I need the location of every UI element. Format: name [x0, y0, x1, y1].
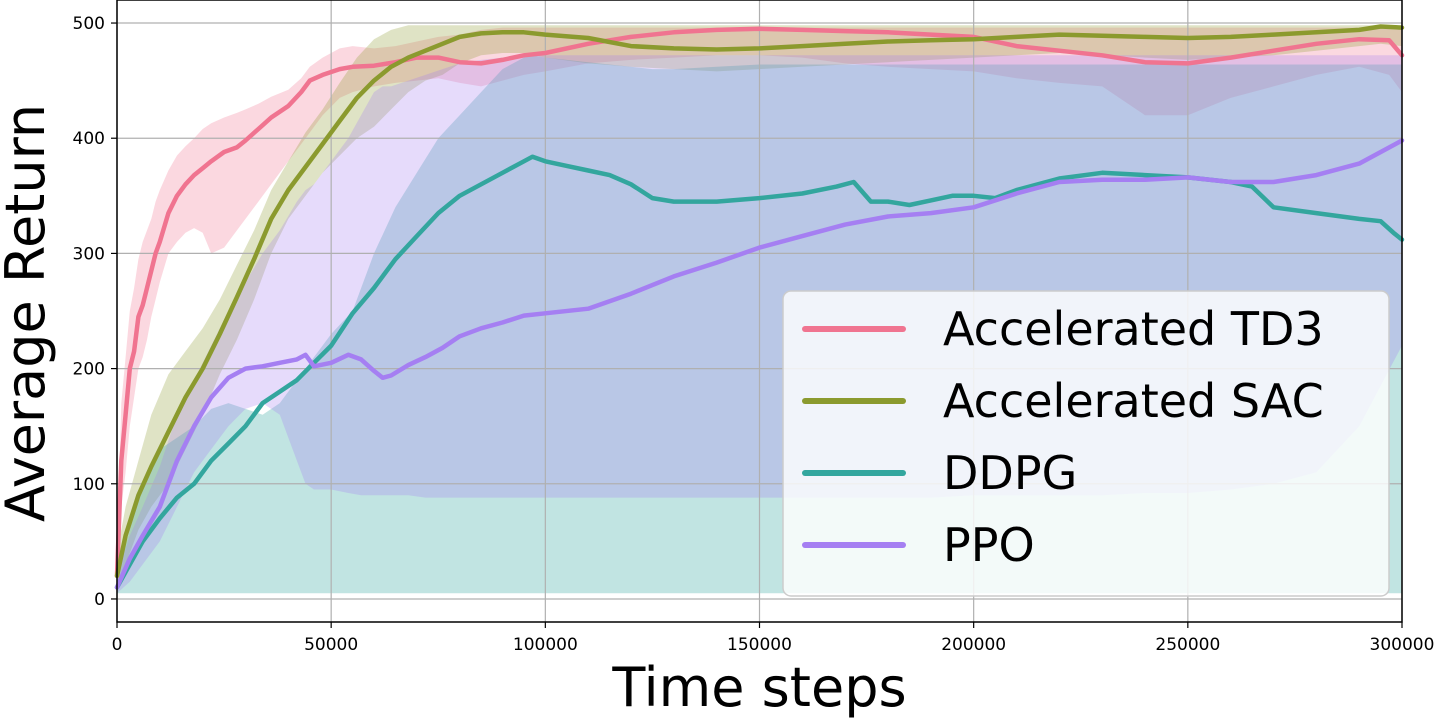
y-axis-ticks: 0 100 200 300 400 500 [73, 14, 117, 610]
x-axis-ticks: 0 50000 100000 150000 200000 250000 300000 [112, 622, 1435, 655]
band-accelerated-td3 [117, 27, 1402, 588]
legend: Accelerated TD3 Accelerated SAC DDPG PPO [782, 290, 1390, 597]
line-accelerated-sac [114, 24, 1405, 579]
x-tick-label: 150000 [727, 635, 792, 655]
legend-label: Accelerated SAC [943, 374, 1324, 428]
x-tick-label: 200000 [941, 635, 1006, 655]
x-tick-label: 50000 [304, 635, 358, 655]
y-tick-label: 100 [73, 475, 105, 495]
line-ddpg [114, 154, 1405, 590]
legend-box [782, 290, 1390, 597]
y-tick-label: 500 [73, 14, 105, 34]
x-tick-label: 250000 [1155, 635, 1220, 655]
x-tick-label: 300000 [1370, 635, 1435, 655]
x-axis-title: Time steps [611, 656, 906, 719]
x-tick-label: 0 [112, 635, 123, 655]
y-tick-label: 200 [73, 360, 105, 380]
y-axis-title: Average Return [0, 104, 57, 522]
y-tick-label: 300 [73, 244, 105, 264]
legend-label: DDPG [943, 446, 1077, 500]
y-tick-label: 0 [94, 590, 105, 610]
series-lines [114, 24, 1405, 590]
line-ppo [114, 138, 1405, 590]
legend-label: Accelerated TD3 [943, 302, 1324, 356]
line-accelerated-td3 [114, 26, 1405, 579]
y-tick-label: 400 [73, 129, 105, 149]
x-tick-label: 100000 [513, 635, 578, 655]
legend-label: PPO [943, 518, 1035, 572]
